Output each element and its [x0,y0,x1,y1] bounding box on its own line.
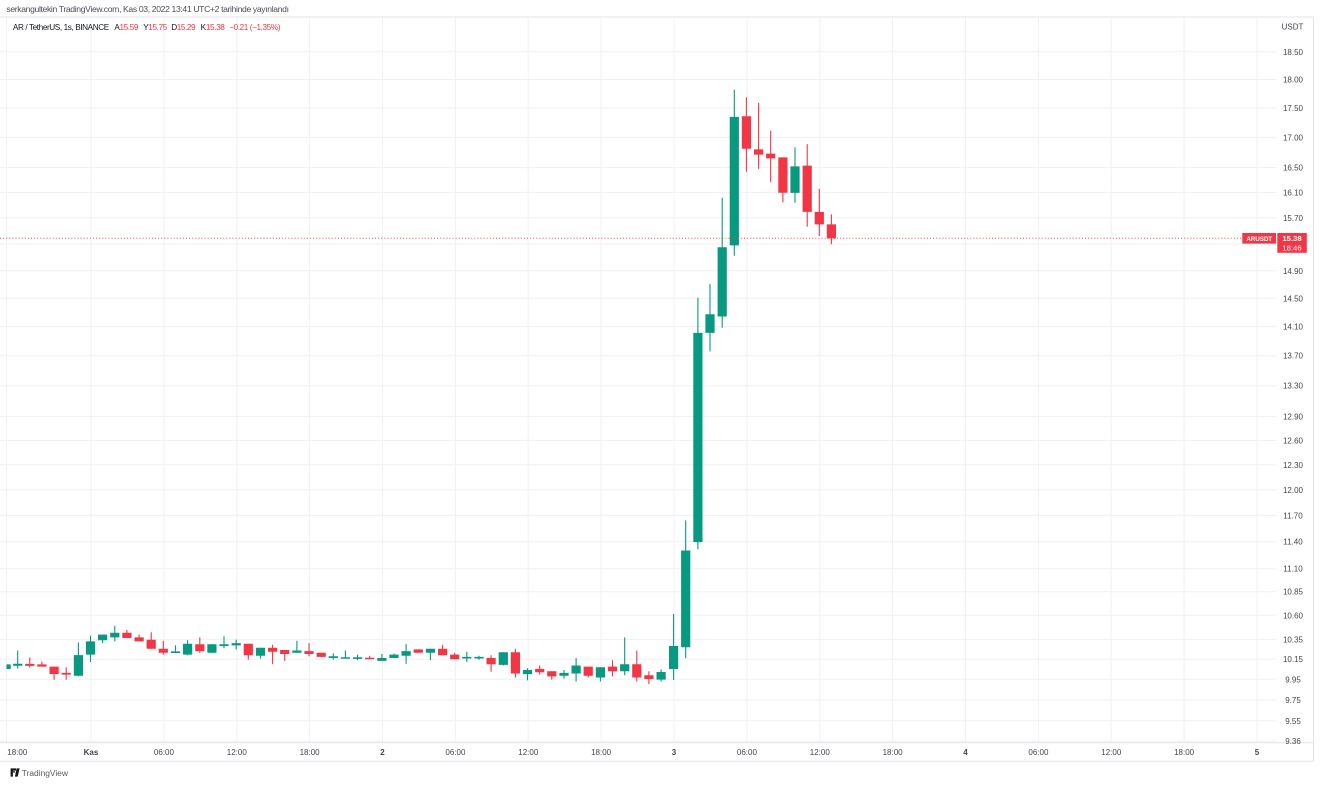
svg-text:4: 4 [963,748,968,757]
svg-text:9.75: 9.75 [1285,696,1301,705]
svg-text:11.10: 11.10 [1283,565,1303,574]
svg-text:5: 5 [1255,748,1260,757]
svg-text:9.36: 9.36 [1285,737,1301,746]
svg-text:14.10: 14.10 [1283,323,1304,332]
svg-text:18.50: 18.50 [1283,48,1304,57]
svg-text:13.30: 13.30 [1283,382,1304,391]
svg-text:17.50: 17.50 [1283,104,1304,113]
svg-text:D: D [171,23,177,32]
svg-text:AR / TetherUS, 1s, BINANCE: AR / TetherUS, 1s, BINANCE [13,23,110,32]
svg-text:ARUSDT: ARUSDT [1246,236,1272,243]
svg-text:12.90: 12.90 [1283,413,1304,422]
svg-text:10.15: 10.15 [1283,655,1304,664]
svg-text:18.00: 18.00 [1283,76,1304,85]
svg-text:06:00: 06:00 [737,748,758,757]
svg-text:10.60: 10.60 [1283,611,1304,620]
svg-text:14.50: 14.50 [1283,294,1304,303]
svg-text:K: K [201,23,207,32]
svg-text:18:00: 18:00 [300,748,321,757]
svg-text:15.38: 15.38 [206,23,225,32]
svg-text:15.29: 15.29 [177,23,196,32]
svg-text:18:00: 18:00 [883,748,904,757]
svg-text:TradingView: TradingView [22,768,69,778]
svg-text:serkangultekin TradingView.com: serkangultekin TradingView.com, Kas 03, … [6,4,288,14]
svg-text:Y: Y [143,23,149,32]
svg-text:15.38: 15.38 [1282,234,1302,243]
svg-text:Kas: Kas [84,748,99,757]
svg-text:2: 2 [380,748,385,757]
svg-text:10.35: 10.35 [1283,635,1304,644]
svg-text:12:00: 12:00 [518,748,539,757]
svg-text:13.70: 13.70 [1283,352,1304,361]
svg-text:12.30: 12.30 [1283,461,1304,470]
svg-text:15.59: 15.59 [120,23,139,32]
svg-text:12.60: 12.60 [1283,436,1304,445]
svg-text:USDT: USDT [1282,22,1304,31]
svg-text:11.70: 11.70 [1283,511,1303,520]
svg-text:06:00: 06:00 [1028,748,1049,757]
svg-text:11.40: 11.40 [1283,538,1303,547]
svg-text:3: 3 [672,748,677,757]
svg-text:18:46: 18:46 [1282,243,1301,252]
svg-text:17.00: 17.00 [1283,133,1304,142]
svg-text:06:00: 06:00 [154,748,175,757]
svg-text:12:00: 12:00 [227,748,248,757]
svg-text:14.90: 14.90 [1283,267,1304,276]
svg-text:9.55: 9.55 [1285,717,1301,726]
svg-text:12:00: 12:00 [1101,748,1122,757]
svg-text:06:00: 06:00 [445,748,466,757]
svg-text:15.70: 15.70 [1283,214,1304,223]
svg-text:10.85: 10.85 [1283,588,1304,597]
svg-text:18:00: 18:00 [7,748,28,757]
svg-text:15.75: 15.75 [148,23,167,32]
svg-text:−0.21 (−1.35%): −0.21 (−1.35%) [229,23,281,32]
svg-text:12:00: 12:00 [810,748,831,757]
svg-text:18:00: 18:00 [591,748,612,757]
svg-text:A: A [114,23,120,32]
svg-text:16.10: 16.10 [1283,188,1304,197]
svg-text:18:00: 18:00 [1174,748,1195,757]
svg-text:16.50: 16.50 [1283,164,1304,173]
svg-text:9.95: 9.95 [1285,675,1301,684]
svg-text:12.00: 12.00 [1283,486,1304,495]
